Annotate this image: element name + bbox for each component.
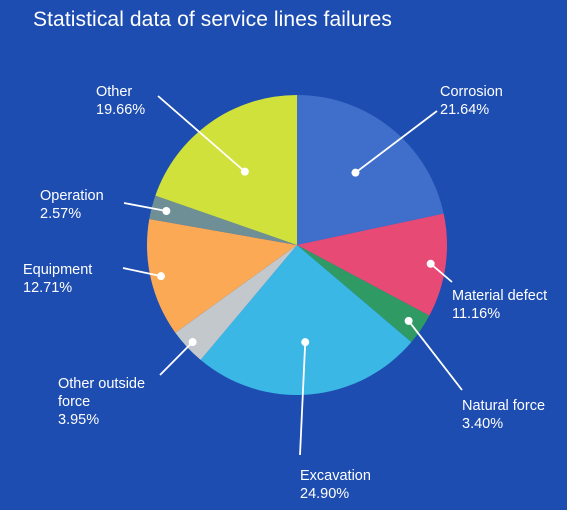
leader-dot <box>162 206 171 215</box>
leader-dot <box>351 168 360 177</box>
slice-percent-label: 2.57% <box>40 206 81 222</box>
slice-category-label: Natural force <box>462 398 545 414</box>
pie-slice-operation <box>149 195 297 245</box>
slice-percent-label: 12.71% <box>23 280 72 296</box>
leader-line <box>407 320 463 391</box>
slice-percent-label: 24.90% <box>300 486 349 502</box>
slice-category-label: Material defect <box>452 288 547 304</box>
slice-category-label: Equipment <box>23 262 92 278</box>
pie-slice-other <box>155 95 297 245</box>
slice-percent-label: 3.95% <box>58 412 99 428</box>
slice-category-label: Other <box>96 84 132 100</box>
slice-percent-label: 11.16% <box>452 306 500 322</box>
slice-percent-label: 19.66% <box>96 102 145 118</box>
leader-dot <box>157 272 166 281</box>
slice-category-label: force <box>58 394 90 410</box>
slice-percent-label: 3.40% <box>462 416 503 432</box>
slice-percent-label: 21.64% <box>440 102 489 118</box>
slice-category-label: Excavation <box>300 468 371 484</box>
leader-line <box>157 95 246 173</box>
label-group-other: Other 19.66% <box>96 84 249 176</box>
leader-line <box>123 202 167 212</box>
pie-slice-material-defect <box>297 213 447 316</box>
pie-slice-corrosion <box>297 95 444 245</box>
leader-line <box>159 341 194 376</box>
label-group-excavation: Excavation 24.90% <box>299 338 371 502</box>
chart-title: Statistical data of service lines failur… <box>33 8 393 31</box>
slice-category-label: Other outside <box>58 376 145 392</box>
slice-category-label: Operation <box>40 188 104 204</box>
leader-line <box>354 110 438 174</box>
label-group-operation: Operation 2.57% <box>40 188 171 222</box>
leader-dot <box>404 316 413 325</box>
slice-category-label: Corrosion <box>440 84 503 100</box>
label-group-equipment: Equipment 12.71% <box>23 262 166 296</box>
leader-dot <box>240 167 249 176</box>
leader-line <box>122 267 162 278</box>
label-group-natural-force: Natural force 3.40% <box>404 316 545 432</box>
pie-slice-other-outside-force <box>175 245 297 360</box>
leader-dot <box>426 259 435 268</box>
pie-slice-excavation <box>200 245 412 396</box>
leader-dot <box>301 338 310 347</box>
label-group-corrosion: Corrosion 21.64% <box>351 84 503 177</box>
leader-line <box>430 263 453 283</box>
label-group-material-defect: Material defect 11.16% <box>426 259 547 322</box>
leader-dot <box>188 338 197 347</box>
pie-slice-natural-force <box>297 245 430 343</box>
leader-line <box>299 342 307 456</box>
pie-slice-equipment <box>147 219 297 333</box>
label-group-other-outside-force: Other outside force 3.95% <box>58 338 197 428</box>
